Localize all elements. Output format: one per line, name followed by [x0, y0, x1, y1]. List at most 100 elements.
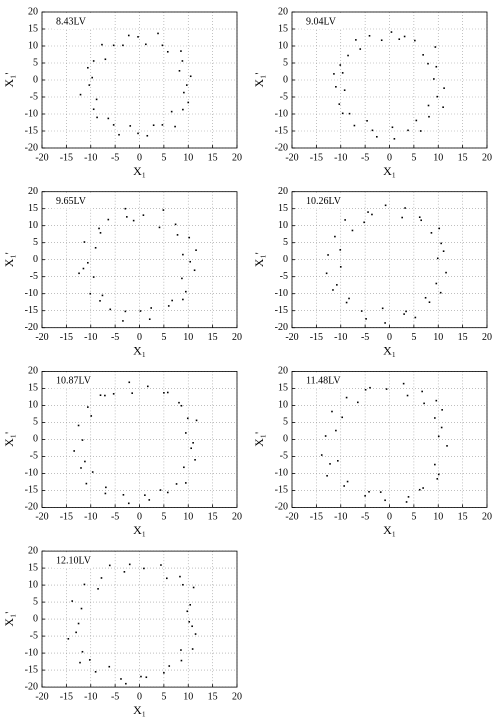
x-tick-label: 20 — [232, 512, 242, 523]
plot-frame — [41, 191, 238, 329]
point — [335, 429, 337, 432]
panel-title: 12.10LV — [56, 555, 92, 566]
point — [343, 89, 346, 91]
x-axis-label: X₁ — [383, 523, 396, 537]
point — [179, 575, 181, 578]
y-tick-label: 15 — [28, 203, 38, 214]
point — [185, 432, 187, 434]
x-tick-label: 20 — [232, 152, 242, 163]
y-tick-label: -20 — [25, 142, 38, 153]
point — [81, 439, 84, 441]
point — [348, 112, 351, 115]
x-tick-label: 10 — [183, 332, 193, 343]
point — [180, 50, 182, 52]
point — [436, 95, 439, 98]
point — [334, 235, 336, 238]
point — [180, 649, 182, 651]
point — [163, 672, 165, 674]
point — [178, 401, 180, 404]
point — [163, 392, 165, 394]
panel-title: 11.48LV — [306, 376, 341, 387]
point — [166, 491, 169, 494]
point — [148, 318, 151, 320]
point — [180, 404, 183, 407]
point — [84, 460, 86, 463]
x-tick-label: 10 — [183, 512, 193, 523]
point — [437, 435, 440, 438]
point — [157, 32, 159, 35]
point — [148, 499, 151, 501]
y-tick-label: -15 — [275, 125, 288, 136]
point — [125, 682, 127, 685]
point — [112, 44, 115, 47]
x-axis-label: X₁ — [383, 343, 396, 357]
title-bg — [302, 15, 342, 29]
point — [337, 460, 339, 462]
point — [437, 473, 440, 476]
point — [92, 60, 95, 62]
point — [192, 586, 195, 589]
point — [77, 622, 80, 625]
point — [108, 564, 111, 567]
point — [94, 247, 97, 249]
point — [137, 132, 139, 135]
point — [143, 567, 145, 570]
point — [405, 310, 407, 313]
point — [435, 65, 438, 68]
point — [127, 34, 130, 37]
y-tick-label: 15 — [278, 383, 288, 394]
point — [83, 583, 86, 586]
x-axis-label: X₁ — [133, 703, 146, 717]
y-tick-label: 20 — [28, 545, 38, 556]
point — [137, 36, 139, 38]
point — [104, 492, 107, 495]
point — [421, 390, 423, 393]
point — [145, 676, 148, 679]
plot-frame — [291, 370, 488, 508]
x-axis-label: X₁ — [133, 523, 146, 537]
point — [391, 126, 394, 129]
y-tick-label: -5 — [30, 91, 38, 102]
point — [376, 135, 378, 138]
point — [424, 296, 427, 299]
point — [443, 87, 445, 89]
y-tick-label: -20 — [25, 502, 38, 513]
y-axis-label: X₁' — [252, 72, 266, 87]
y-tick-label: 20 — [28, 366, 38, 377]
point — [191, 648, 194, 650]
y-tick-label: 5 — [283, 57, 288, 68]
point — [128, 381, 131, 384]
point — [355, 39, 357, 41]
x-tick-label: 0 — [137, 512, 142, 523]
y-tick-label: 0 — [283, 74, 288, 85]
point — [445, 271, 447, 274]
x-tick-label: 15 — [458, 512, 468, 523]
x-tick-label: -10 — [84, 152, 97, 163]
plot-frame — [41, 370, 238, 508]
y-tick-label: 10 — [278, 40, 288, 51]
point — [418, 488, 421, 491]
x-tick-label: -20 — [35, 691, 48, 702]
x-tick-label: -5 — [111, 332, 119, 343]
point — [428, 301, 431, 303]
y-tick-label: -10 — [275, 108, 288, 119]
point — [178, 70, 181, 72]
point — [108, 665, 111, 668]
x-tick-label: 15 — [458, 152, 468, 163]
y-tick-label: -15 — [275, 305, 288, 316]
point — [406, 394, 409, 397]
point — [420, 219, 422, 222]
point — [174, 223, 177, 226]
point — [89, 292, 92, 295]
x-tick-label: -5 — [361, 152, 369, 163]
x-tick-label: -5 — [111, 152, 119, 163]
point — [87, 406, 89, 408]
point — [104, 394, 106, 397]
point — [129, 125, 132, 127]
point — [124, 207, 127, 210]
x-tick-label: 20 — [482, 512, 492, 523]
point — [364, 495, 366, 497]
y-tick-label: -10 — [275, 288, 288, 299]
point — [338, 103, 341, 105]
